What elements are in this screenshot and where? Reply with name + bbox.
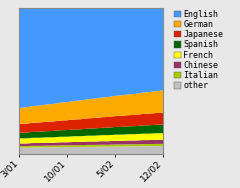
Legend: English, German, Japanese, Spanish, French, Chinese, Italian, other: English, German, Japanese, Spanish, Fren…	[173, 9, 224, 91]
